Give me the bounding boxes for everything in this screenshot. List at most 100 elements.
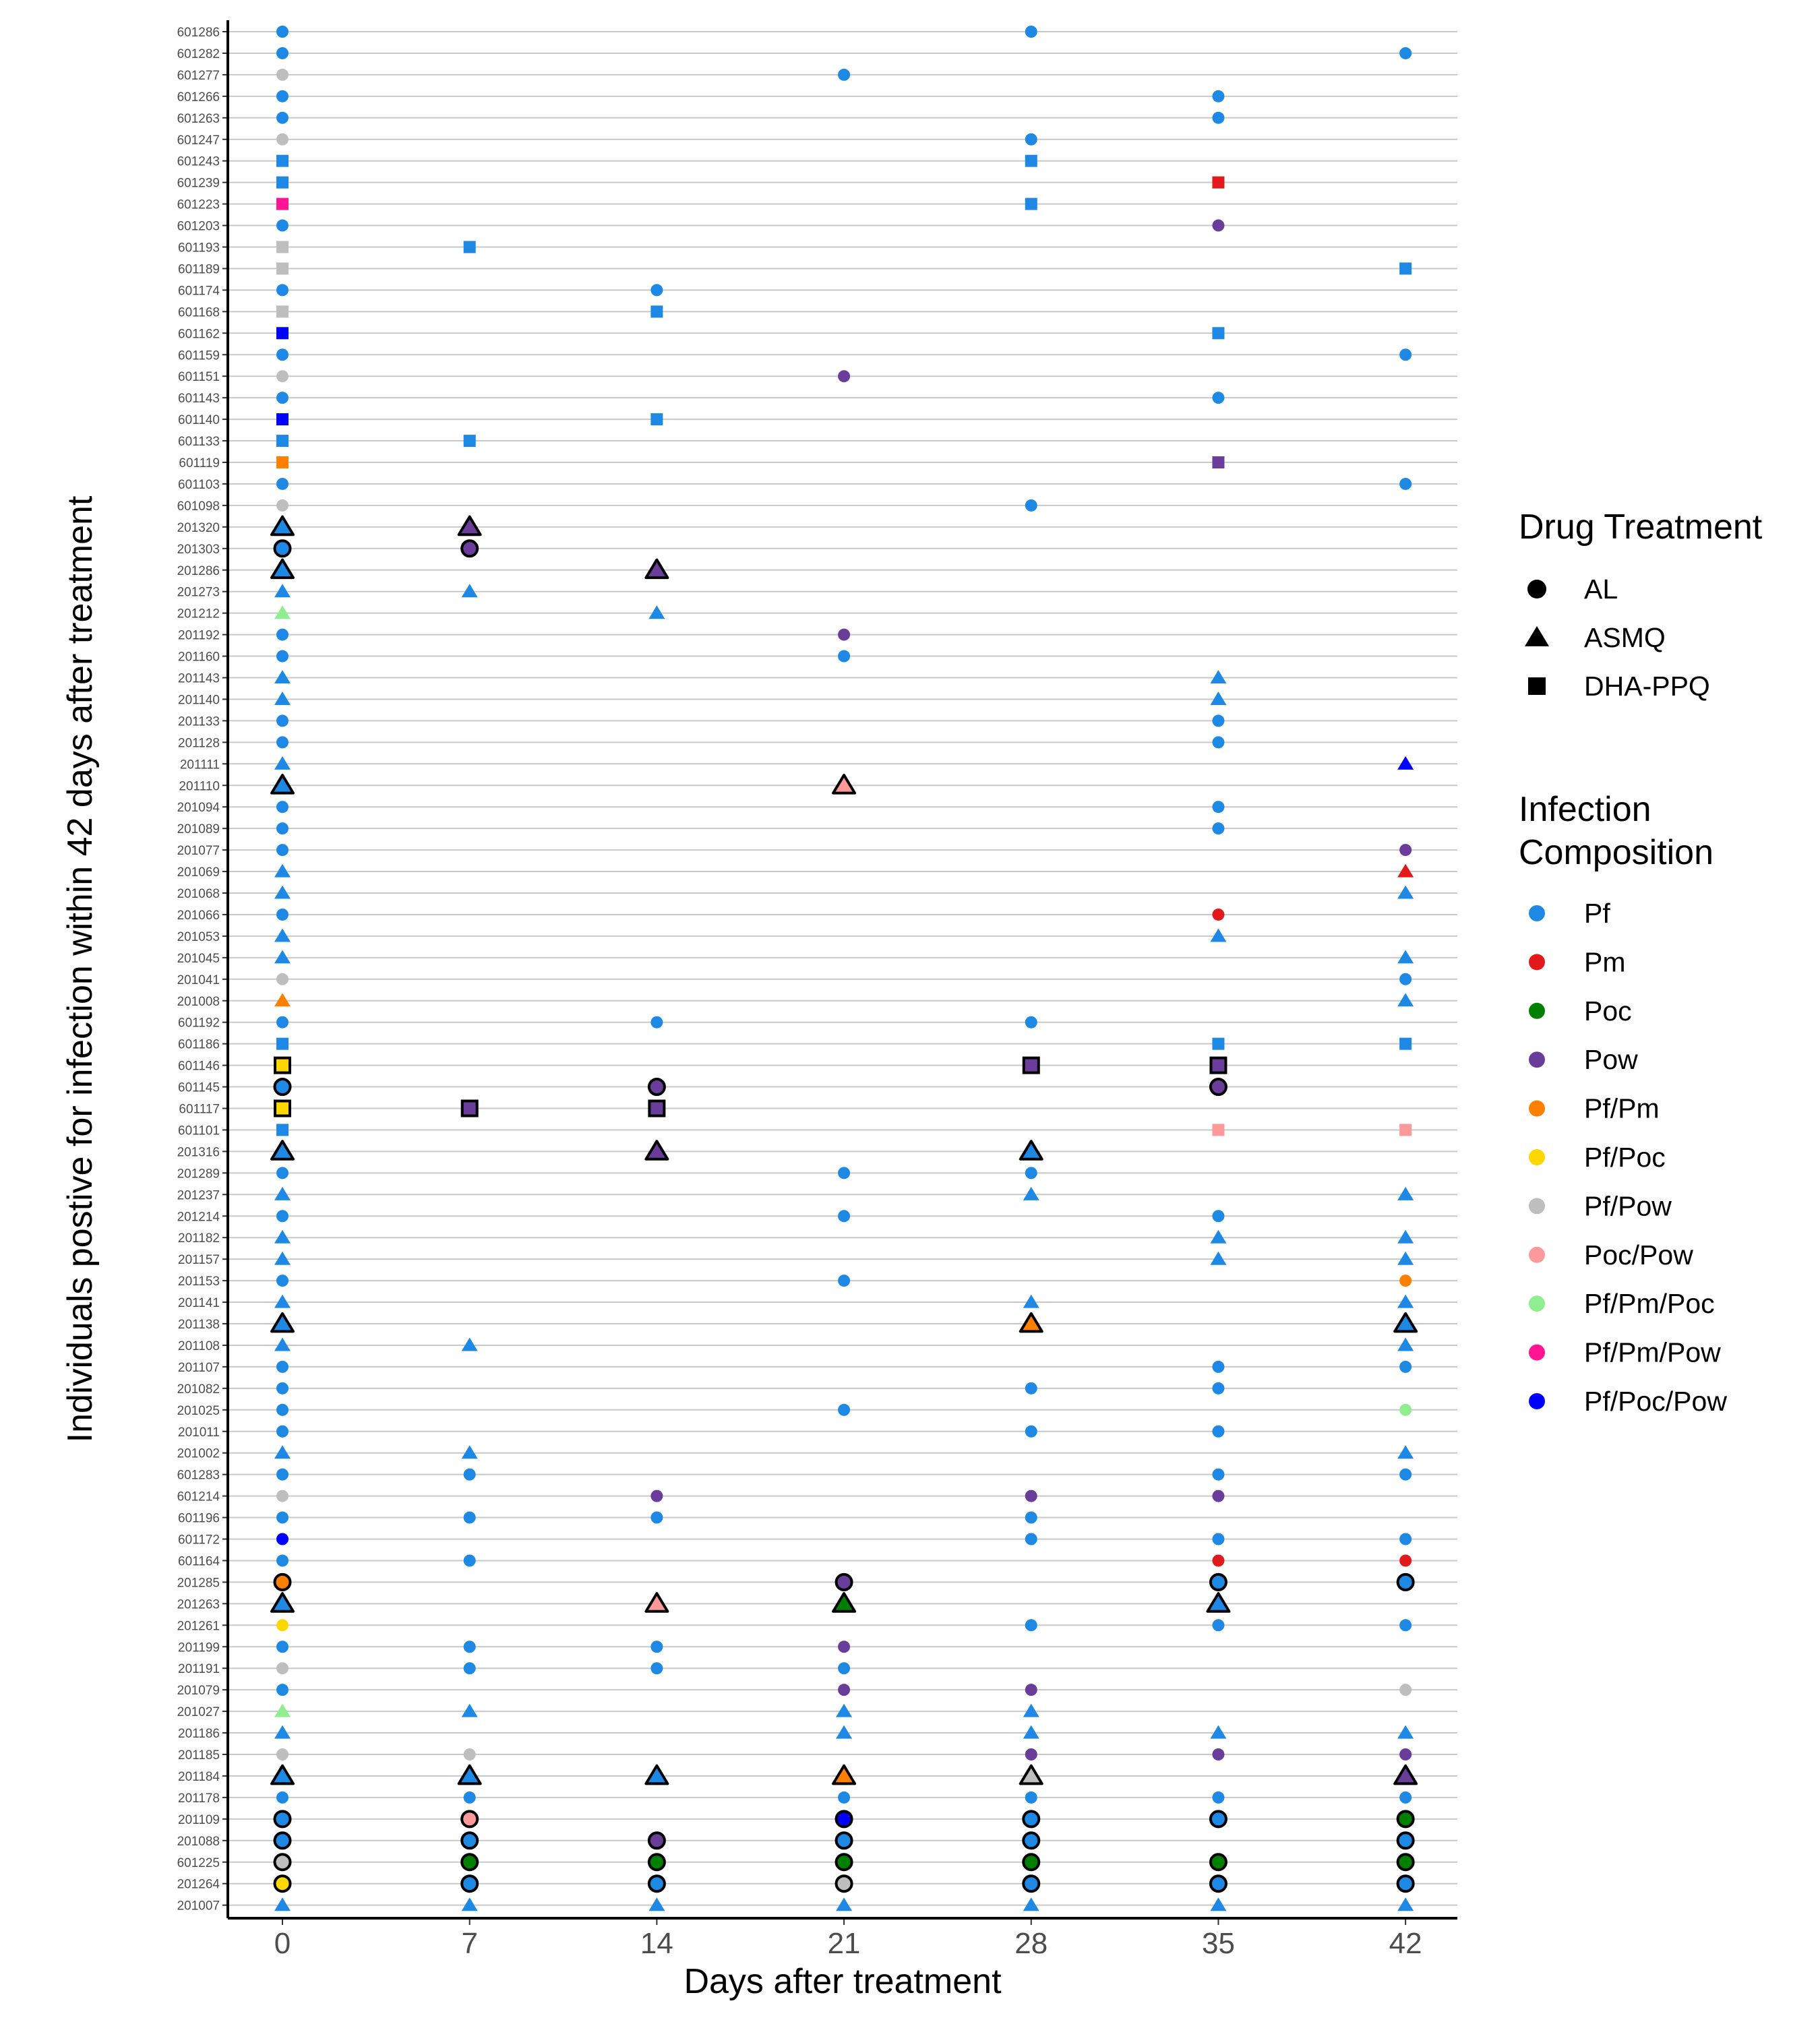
data-point	[835, 1853, 853, 1872]
y-tick-label: 201133	[178, 714, 220, 729]
data-point	[274, 756, 291, 770]
data-point	[273, 1572, 292, 1591]
y-tick-label: 201109	[178, 1813, 220, 1827]
legend-title-infection: Composition	[1519, 833, 1713, 872]
data-point	[1397, 950, 1414, 964]
data-point	[276, 736, 289, 749]
y-tick-label: 601282	[177, 47, 220, 61]
legend-label-infection: Poc/Pow	[1584, 1239, 1693, 1270]
data-point	[1399, 1403, 1412, 1416]
data-point	[1212, 714, 1225, 727]
x-tick-label: 35	[1202, 1927, 1235, 1960]
axes	[226, 20, 1457, 1920]
data-point	[1397, 1251, 1414, 1265]
data-point	[276, 1533, 289, 1545]
data-point	[1019, 1140, 1043, 1161]
data-point	[276, 1748, 289, 1760]
data-point	[1212, 176, 1225, 189]
y-tick-label: 201214	[177, 1210, 220, 1224]
data-point	[276, 499, 289, 512]
y-tick-label: 601174	[178, 284, 220, 298]
data-point	[276, 1275, 289, 1287]
y-tick-label: 201140	[178, 693, 220, 707]
data-point	[1025, 154, 1037, 167]
data-point	[1212, 327, 1225, 340]
data-point	[276, 26, 289, 38]
data-point	[276, 197, 289, 210]
y-tick-label: 201316	[177, 1145, 220, 1159]
y-tick-label: 201011	[178, 1426, 220, 1440]
data-point	[1022, 1853, 1041, 1872]
data-point	[1025, 1748, 1037, 1760]
y-tick-label: 601247	[177, 133, 220, 148]
y-tick-label: 201045	[177, 952, 220, 966]
data-point	[1025, 1511, 1037, 1524]
legend-key-infection	[1529, 1344, 1545, 1361]
data-point	[276, 1360, 289, 1373]
data-point	[1025, 1619, 1037, 1632]
legend-key-infection	[1529, 954, 1545, 971]
data-point	[276, 714, 289, 727]
data-point	[276, 262, 289, 275]
data-point	[647, 1853, 666, 1872]
y-tick-label: 601186	[178, 1038, 220, 1052]
data-point	[1022, 1810, 1041, 1829]
y-tick-label: 201041	[177, 973, 220, 987]
data-point	[1399, 1275, 1412, 1287]
data-point	[1023, 1897, 1039, 1911]
y-axis-title: Individuals postive for infection within…	[61, 495, 100, 1442]
data-point	[1399, 1554, 1412, 1567]
data-point	[1210, 670, 1227, 684]
data-point	[276, 68, 289, 81]
data-point	[647, 1831, 666, 1850]
y-tick-label: 201141	[178, 1296, 220, 1310]
data-point	[836, 1703, 853, 1717]
data-point	[1212, 1533, 1225, 1545]
data-point	[270, 774, 295, 795]
data-point	[1212, 1382, 1225, 1395]
data-point	[463, 1511, 476, 1524]
data-point	[648, 605, 665, 619]
y-tick-label: 601103	[178, 478, 220, 492]
y-tick-label: 201108	[178, 1339, 220, 1353]
data-point	[276, 801, 289, 814]
data-point	[1025, 1382, 1037, 1395]
y-tick-label: 201153	[178, 1275, 220, 1289]
data-point	[463, 1641, 476, 1653]
legend-label-infection: Pf/Pm	[1584, 1093, 1660, 1124]
y-tick-label: 201185	[178, 1748, 220, 1763]
data-point	[1025, 1533, 1037, 1545]
data-point	[1397, 885, 1414, 899]
data-point	[461, 1445, 478, 1459]
data-point	[276, 1619, 289, 1632]
data-point	[463, 241, 476, 253]
data-point	[276, 435, 289, 448]
y-tick-label: 201286	[177, 564, 220, 578]
data-point	[838, 1684, 851, 1696]
y-tick-label: 201002	[177, 1447, 220, 1461]
y-tick-label: 201186	[178, 1727, 220, 1741]
data-point	[1397, 1294, 1414, 1308]
data-point	[274, 1445, 291, 1459]
data-point	[276, 1382, 289, 1395]
data-point	[273, 1078, 292, 1097]
y-tick-label: 201107	[178, 1361, 220, 1375]
legend-label-infection: Pf/Poc	[1584, 1142, 1666, 1173]
data-point	[270, 1140, 295, 1161]
y-tick-label: 601192	[178, 1016, 220, 1031]
data-point	[274, 863, 291, 878]
data-point	[1022, 1056, 1040, 1074]
data-point	[274, 670, 291, 684]
data-point	[1399, 348, 1412, 361]
legend-key-infection	[1529, 1100, 1545, 1117]
data-point	[1212, 90, 1225, 102]
y-tick-label: 601101	[178, 1124, 220, 1138]
data-point	[836, 1725, 853, 1739]
data-point	[276, 90, 289, 102]
y-tick-label: 201094	[177, 801, 220, 815]
data-point	[1212, 1490, 1225, 1502]
data-point	[273, 539, 292, 558]
y-tick-label: 201111	[180, 758, 220, 772]
y-tick-label: 201027	[177, 1705, 220, 1719]
y-tick-label: 201184	[178, 1770, 220, 1784]
